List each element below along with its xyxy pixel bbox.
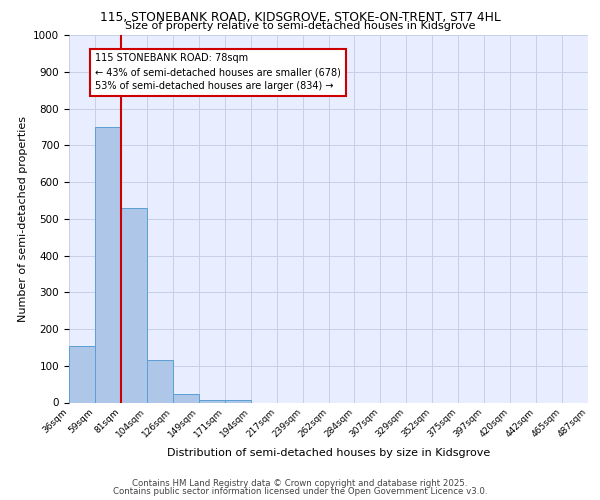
Bar (69, 346, 95, 403)
Y-axis label: Number of semi-detached properties: Number of semi-detached properties (17, 116, 28, 322)
X-axis label: Distribution of semi-detached houses by size in Kidsgrove: Distribution of semi-detached houses by … (167, 448, 490, 458)
Text: 115 STONEBANK ROAD: 78sqm
← 43% of semi-detached houses are smaller (678)
53% of: 115 STONEBANK ROAD: 78sqm ← 43% of semi-… (95, 54, 341, 92)
Text: 115, STONEBANK ROAD, KIDSGROVE, STOKE-ON-TRENT, ST7 4HL: 115, STONEBANK ROAD, KIDSGROVE, STOKE-ON… (100, 11, 500, 24)
Text: Contains public sector information licensed under the Open Government Licence v3: Contains public sector information licen… (113, 487, 487, 496)
Bar (225, 400, 251, 402)
Bar (121, 208, 147, 402)
Bar (95, 127, 121, 402)
Text: Contains HM Land Registry data © Crown copyright and database right 2025.: Contains HM Land Registry data © Crown c… (132, 478, 468, 488)
Text: Size of property relative to semi-detached houses in Kidsgrove: Size of property relative to semi-detach… (125, 21, 475, 31)
Bar (147, 360, 173, 403)
Bar (173, 394, 199, 402)
Bar (199, 400, 224, 402)
